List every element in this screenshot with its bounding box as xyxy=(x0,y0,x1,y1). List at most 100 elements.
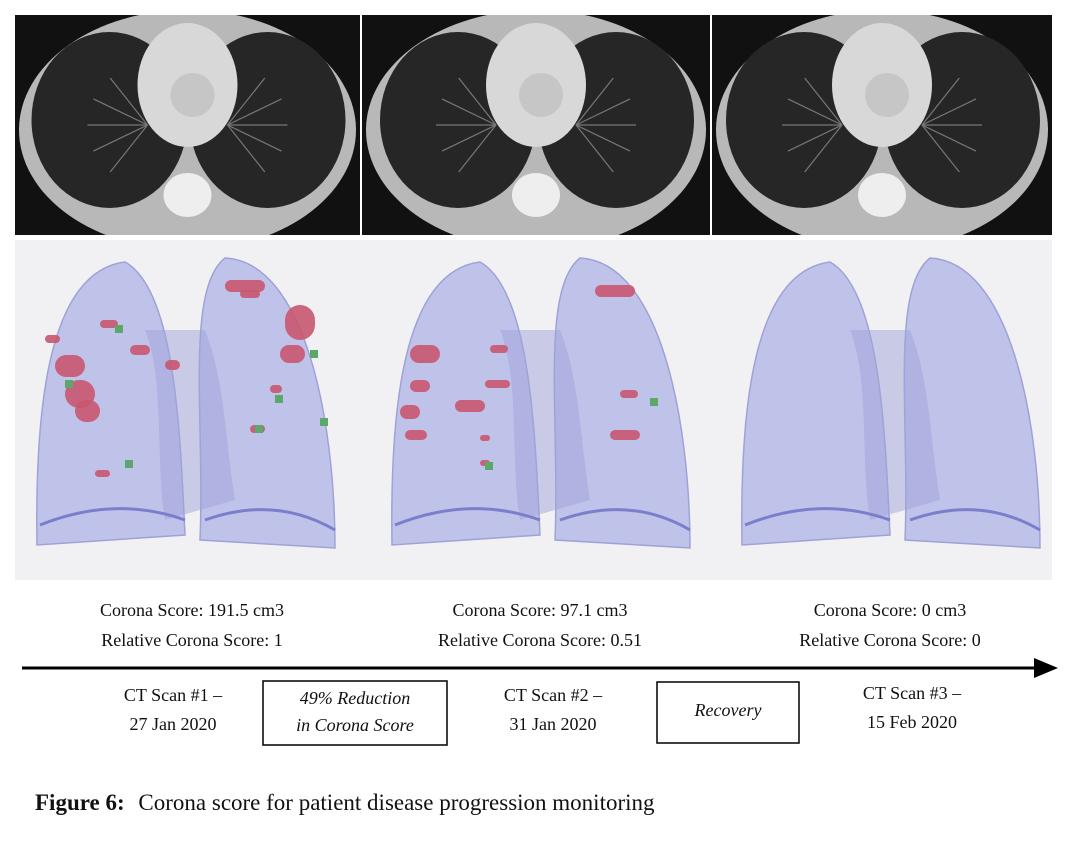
mediastinum xyxy=(850,330,940,520)
ct-vessel xyxy=(227,124,266,173)
diaphragm xyxy=(394,507,691,532)
ct-vessel xyxy=(227,124,282,152)
lesion-marker xyxy=(125,460,133,468)
lesion xyxy=(280,345,305,363)
ct-vessel xyxy=(441,98,497,126)
ct-vessel xyxy=(804,124,843,173)
ct-scan xyxy=(362,15,710,235)
ct-vessel xyxy=(109,77,148,126)
transition-text: 49% Reduction xyxy=(300,688,410,708)
ct-vessel xyxy=(921,98,977,126)
diaphragm xyxy=(744,507,1041,532)
ct-vessel xyxy=(804,77,843,126)
ct-vessel xyxy=(227,98,282,126)
ct-vessel xyxy=(575,98,631,126)
ct-vessel xyxy=(787,98,843,126)
ct-vessel xyxy=(787,124,843,152)
scan-date: 15 Feb 2020 xyxy=(867,712,957,732)
ct-aorta xyxy=(519,73,563,117)
ct-vessel xyxy=(921,124,977,152)
lesion xyxy=(485,380,510,388)
lesion xyxy=(410,345,440,363)
ct-vessel xyxy=(575,77,614,126)
arrow-head xyxy=(1034,658,1058,678)
score: Corona Score: 97.1 cm3 xyxy=(453,600,628,620)
lesion-marker xyxy=(310,350,318,358)
scan-date: 27 Jan 2020 xyxy=(130,714,217,734)
relative-score: Relative Corona Score: 0 xyxy=(799,630,980,650)
ct-vessel xyxy=(109,124,148,173)
ct-vessel xyxy=(93,124,148,152)
transition-text: in Corona Score xyxy=(296,715,414,735)
lesion xyxy=(225,280,265,292)
transition-box xyxy=(262,680,448,746)
mediastinum xyxy=(500,330,590,520)
lesion xyxy=(270,385,282,393)
ct-aorta xyxy=(170,73,215,117)
right-lung xyxy=(198,257,336,549)
lung-render xyxy=(36,257,336,549)
lung-render xyxy=(741,257,1041,549)
lesion xyxy=(45,335,60,343)
lesion-marker xyxy=(255,425,263,433)
lesion xyxy=(75,400,100,422)
score: Corona Score: 191.5 cm3 xyxy=(100,600,284,620)
lesion xyxy=(620,390,638,398)
lesion-marker xyxy=(650,398,658,406)
lesion xyxy=(595,285,635,297)
ct-vessel xyxy=(458,77,497,126)
ct-spine xyxy=(858,173,906,217)
lesion xyxy=(285,305,315,340)
relative-score: Relative Corona Score: 1 xyxy=(101,630,282,650)
relative-score: Relative Corona Score: 0.51 xyxy=(438,630,642,650)
ct-vessel xyxy=(921,77,960,126)
lesion xyxy=(240,290,260,298)
ct-vessel xyxy=(458,124,497,173)
scan-label: CT Scan #1 – xyxy=(124,685,223,705)
score: Corona Score: 0 cm3 xyxy=(814,600,966,620)
mediastinum xyxy=(145,330,235,520)
lesion xyxy=(130,345,150,355)
ct-vessel xyxy=(575,124,614,173)
ct-aorta xyxy=(865,73,909,117)
ct-spine xyxy=(512,173,560,217)
right-lung xyxy=(903,257,1041,549)
lesion-marker xyxy=(65,380,73,388)
transition-box xyxy=(656,681,800,744)
ct-vessel xyxy=(921,124,960,173)
lesion xyxy=(95,470,110,477)
scan-date: 31 Jan 2020 xyxy=(510,714,597,734)
lesion-marker xyxy=(320,418,328,426)
lesion-marker xyxy=(275,395,283,403)
lung-render xyxy=(391,257,691,549)
lesion xyxy=(480,435,490,441)
lesion-marker xyxy=(485,462,493,470)
lesion xyxy=(405,430,427,440)
transition-text: Recovery xyxy=(694,700,762,720)
lesion xyxy=(610,430,640,440)
ct-vessel xyxy=(575,124,631,152)
caption: Figure 6: Corona score for patient disea… xyxy=(35,790,655,815)
diaphragm xyxy=(39,507,336,532)
lesion xyxy=(490,345,508,353)
caption-label: Figure 6: xyxy=(35,790,125,815)
caption-text: Corona score for patient disease progres… xyxy=(138,790,655,815)
lesion xyxy=(400,405,420,419)
ct-scan xyxy=(712,15,1052,235)
lesion xyxy=(100,320,118,328)
ct-vessel xyxy=(227,77,266,126)
lesion xyxy=(165,360,180,370)
lesion xyxy=(410,380,430,392)
right-lung xyxy=(553,257,691,549)
scan-label: CT Scan #2 – xyxy=(504,685,603,705)
ct-spine xyxy=(163,173,212,217)
ct-scan xyxy=(15,15,360,235)
lesion xyxy=(455,400,485,412)
ct-vessel xyxy=(441,124,497,152)
images xyxy=(15,15,1052,549)
lesion-marker xyxy=(115,325,123,333)
scan-label: CT Scan #3 – xyxy=(863,683,962,703)
ct-vessel xyxy=(93,98,148,126)
lesion xyxy=(55,355,85,377)
